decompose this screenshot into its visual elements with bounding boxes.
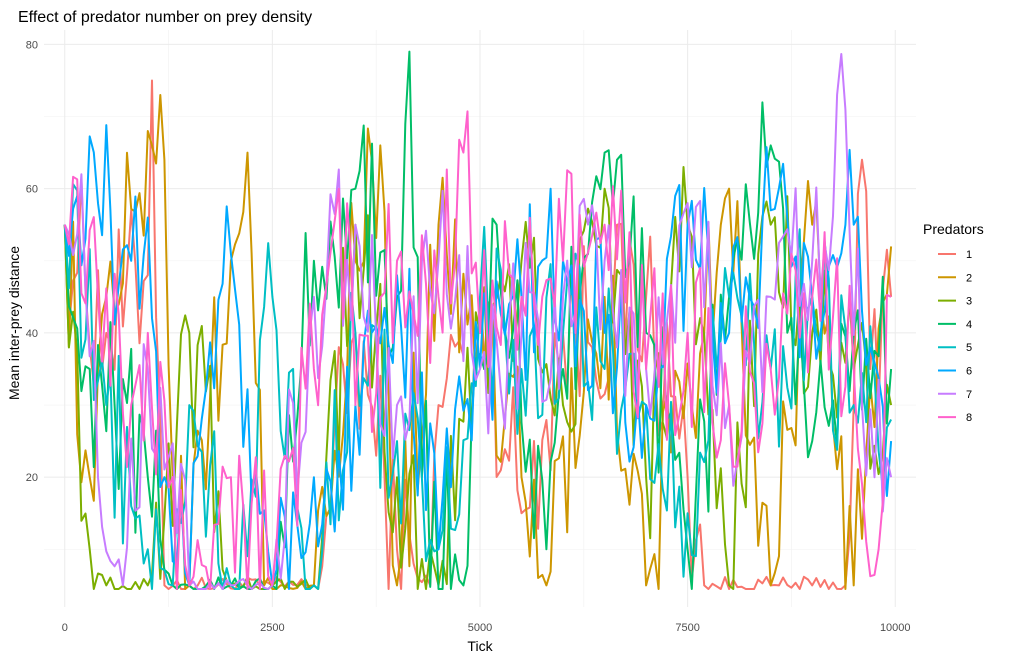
x-tick-label: 7500 xyxy=(675,622,699,634)
series-line-8 xyxy=(63,110,892,590)
legend-label-4: 4 xyxy=(966,319,972,331)
legend-items: 1 2 3 4 5 6 7 8 xyxy=(938,249,972,424)
x-tick-label: 5000 xyxy=(468,622,492,634)
y-axis-ticks: 20 40 60 80 xyxy=(26,39,38,484)
y-tick-label: 80 xyxy=(26,39,38,51)
x-tick-label: 10000 xyxy=(880,622,911,634)
x-axis-title: Tick xyxy=(467,638,493,654)
series-line-7 xyxy=(63,53,893,590)
legend: Predators 1 2 3 4 5 6 7 8 xyxy=(923,221,984,424)
legend-title: Predators xyxy=(923,221,984,237)
series-lines xyxy=(63,50,893,590)
series-line-6 xyxy=(63,124,893,590)
legend-label-3: 3 xyxy=(966,296,972,308)
x-tick-label: 0 xyxy=(62,622,68,634)
legend-label-1: 1 xyxy=(966,249,972,261)
legend-label-6: 6 xyxy=(966,366,972,378)
legend-label-7: 7 xyxy=(966,389,972,401)
legend-label-8: 8 xyxy=(966,412,972,424)
y-axis-title: Mean inter-prey distance xyxy=(6,246,22,400)
x-tick-label: 2500 xyxy=(260,622,284,634)
legend-label-5: 5 xyxy=(966,342,972,354)
y-tick-label: 40 xyxy=(26,328,38,340)
chart-title: Effect of predator number on prey densit… xyxy=(18,9,312,26)
y-tick-label: 20 xyxy=(26,472,38,484)
y-tick-label: 60 xyxy=(26,184,38,196)
legend-label-2: 2 xyxy=(966,272,972,284)
x-axis-ticks: 0 2500 5000 7500 10000 xyxy=(62,622,911,634)
